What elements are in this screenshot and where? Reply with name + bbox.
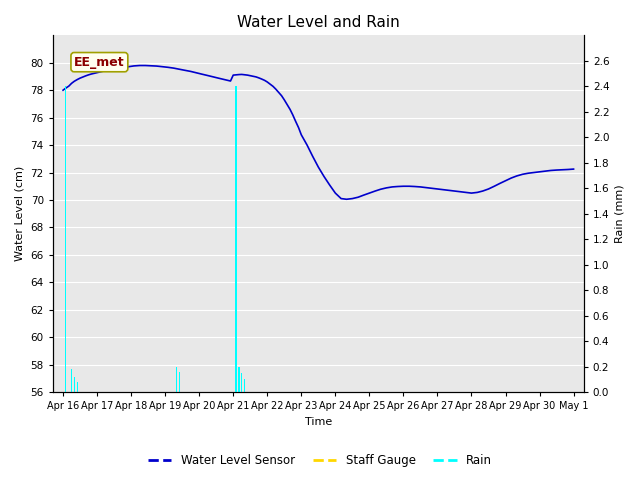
Bar bbox=[238, 367, 240, 392]
Bar bbox=[179, 372, 180, 392]
Bar bbox=[236, 86, 237, 392]
Bar bbox=[176, 367, 177, 392]
Legend: Water Level Sensor, Staff Gauge, Rain: Water Level Sensor, Staff Gauge, Rain bbox=[143, 449, 497, 472]
Y-axis label: Water Level (cm): Water Level (cm) bbox=[15, 166, 25, 261]
Text: EE_met: EE_met bbox=[74, 56, 125, 69]
Bar bbox=[77, 382, 78, 392]
Bar bbox=[65, 86, 67, 392]
Bar bbox=[244, 379, 245, 392]
Title: Water Level and Rain: Water Level and Rain bbox=[237, 15, 400, 30]
Y-axis label: Rain (mm): Rain (mm) bbox=[615, 184, 625, 243]
Bar bbox=[74, 377, 75, 392]
X-axis label: Time: Time bbox=[305, 417, 332, 427]
Bar bbox=[71, 369, 72, 392]
Bar bbox=[241, 373, 243, 392]
